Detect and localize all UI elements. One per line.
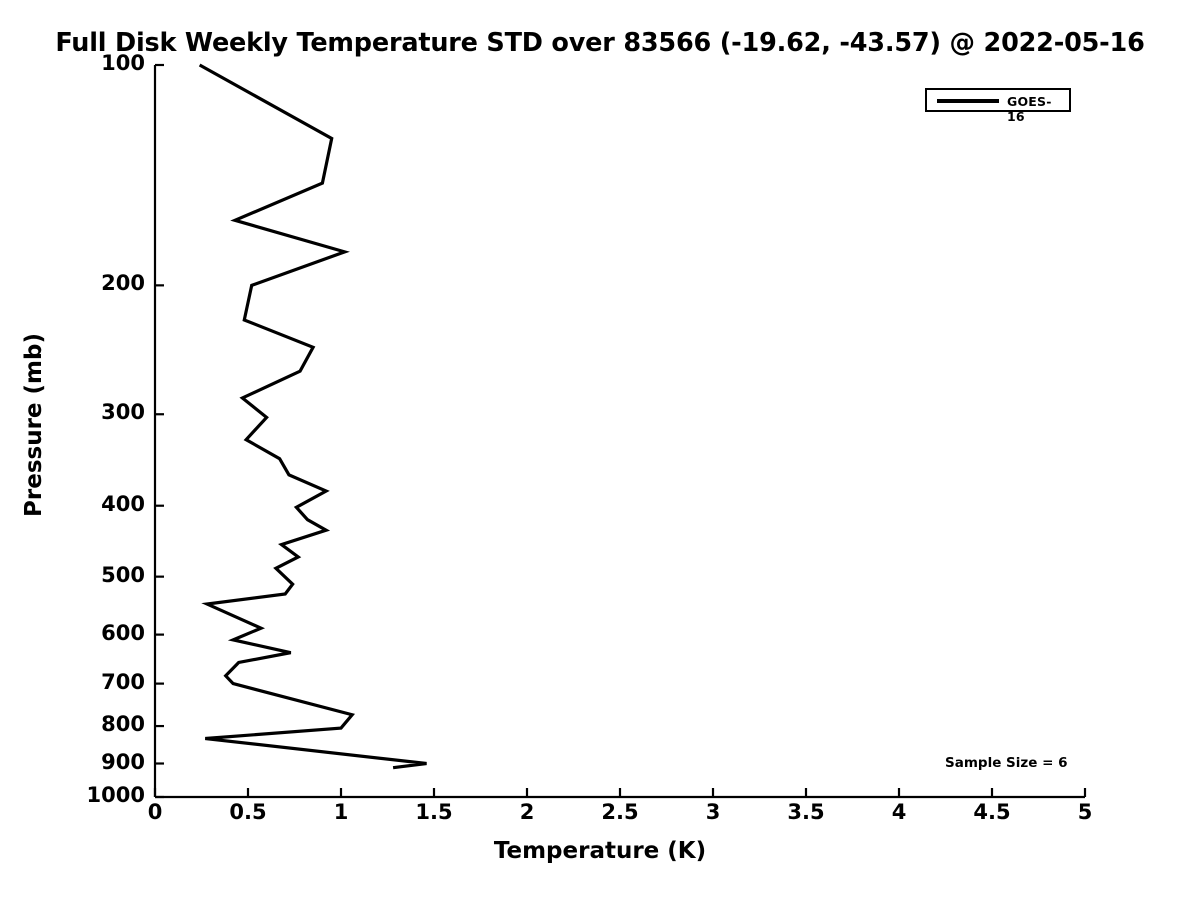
x-tick-label: 0 — [147, 800, 163, 824]
y-tick-label: 200 — [101, 271, 145, 296]
page-title: Full Disk Weekly Temperature STD over 83… — [55, 28, 1145, 58]
y-tick-label: 300 — [101, 400, 145, 425]
y-tick-label: 100 — [101, 51, 145, 75]
y-tick-label: 800 — [101, 712, 145, 737]
y-tick-label: 900 — [101, 749, 145, 774]
y-tick-label: 500 — [101, 562, 145, 587]
x-tick-label: 1 — [333, 800, 349, 824]
x-tick-label: 4 — [891, 800, 907, 824]
y-tick-label: 1000 — [86, 783, 145, 807]
y-tick-label: 700 — [101, 669, 145, 694]
y-tick-label: 400 — [101, 491, 145, 516]
y-tick-label: 600 — [101, 620, 145, 645]
data-series-goes16 — [198, 63, 427, 770]
x-tick-label: 0.5 — [229, 800, 267, 824]
axes-frame — [153, 65, 1085, 799]
legend: GOES-16 — [925, 88, 1071, 124]
x-tick-label: 2.5 — [601, 800, 639, 824]
x-tick-label: 2 — [519, 800, 535, 824]
y-axis-label: Pressure (mb) — [21, 333, 47, 517]
legend-entry-label: GOES-16 — [1007, 94, 1052, 124]
x-tick-label: 3 — [705, 800, 721, 824]
x-axis-label: Temperature (K) — [493, 838, 707, 864]
x-tick-label: 1.5 — [415, 800, 453, 824]
sample-size-annotation: Sample Size = 6 — [945, 755, 1068, 771]
legend-line-swatch — [937, 99, 999, 103]
x-tick-label: 5 — [1077, 800, 1093, 824]
x-tick-label: 3.5 — [787, 800, 825, 824]
tick-marks — [153, 63, 1087, 799]
x-tick-label: 4.5 — [973, 800, 1011, 824]
